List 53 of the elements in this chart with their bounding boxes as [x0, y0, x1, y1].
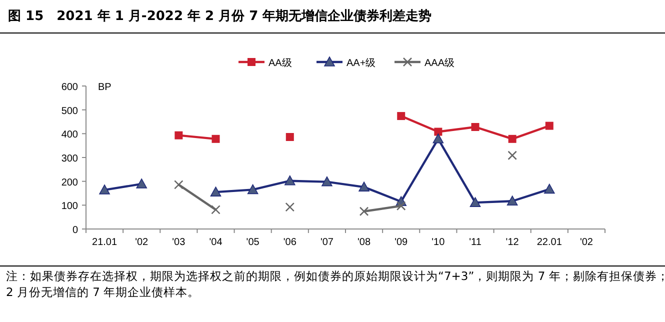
x-tick-label: '06 [283, 237, 297, 248]
point [210, 186, 222, 196]
point [136, 178, 148, 188]
y-axis-title: BP [98, 82, 112, 93]
x-tick-label: '11 [469, 237, 482, 248]
point [211, 205, 220, 214]
point [470, 197, 481, 207]
point [432, 134, 444, 144]
x-tick-label: '12 [506, 237, 520, 248]
y-tick-label: 400 [61, 130, 78, 141]
point [508, 134, 516, 143]
x-tick-label: '07 [320, 237, 334, 248]
x-tick-label: 22.01 [536, 237, 562, 248]
point [99, 184, 110, 194]
x-tick-label: '10 [432, 237, 446, 248]
point [544, 184, 555, 194]
x-tick-label: '02 [580, 237, 594, 248]
point [285, 202, 295, 212]
chart-title: 图 15 2021 年 1 月-2022 年 2 月份 7 年期无增信企业债券利差走势 [8, 8, 432, 24]
x-tick-label: 21.01 [92, 237, 118, 248]
point [545, 122, 554, 130]
point [358, 182, 370, 192]
point [434, 128, 442, 136]
text: 注：如果债券存在选择权，期限为选择权之前的期限，例如债券的原始期限设计为“7+3”，则期限为 7 年；剔除有担保债券； [6, 269, 665, 283]
point [359, 206, 369, 216]
point [508, 150, 517, 160]
point [286, 133, 294, 142]
x-tick-label: '09 [394, 237, 408, 248]
point [284, 175, 296, 186]
y-tick-label: 0 [72, 225, 78, 236]
x-tick-label: '04 [209, 237, 223, 248]
y-tick-label: 500 [61, 106, 78, 117]
x-tick-label: '08 [358, 237, 371, 248]
legend-label: AA+级 [346, 57, 376, 69]
point [212, 134, 220, 143]
legend-label: AAA级 [424, 57, 455, 69]
x-tick-label: '05 [246, 237, 260, 248]
y-tick-label: 600 [61, 82, 78, 93]
text: 2 月份无增信的 7 年期企业债样本。 [6, 285, 200, 299]
point [471, 122, 480, 131]
point [174, 180, 184, 190]
point [322, 176, 332, 186]
point [396, 201, 406, 211]
point [397, 112, 406, 120]
point [174, 131, 183, 140]
legend-label: AA级 [268, 57, 292, 69]
y-tick-label: 200 [61, 177, 78, 188]
point [247, 184, 258, 194]
point [506, 196, 518, 206]
x-tick-label: '03 [172, 237, 186, 248]
x-tick-label: '02 [135, 237, 149, 248]
y-tick-label: 100 [61, 201, 78, 212]
y-tick-label: 300 [61, 154, 78, 164]
